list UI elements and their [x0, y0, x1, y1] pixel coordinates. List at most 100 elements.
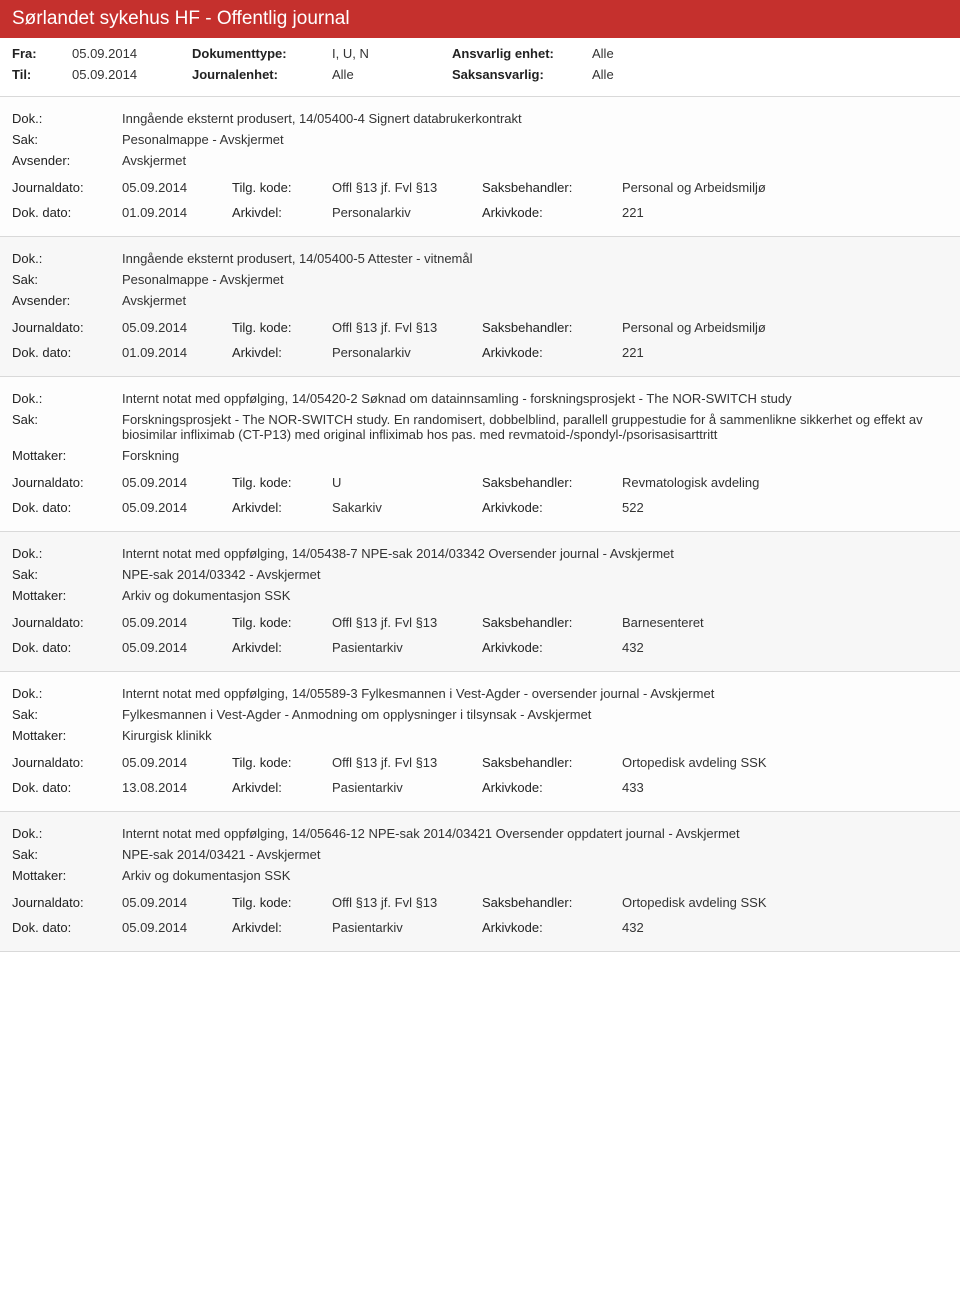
value-journalenhet: Alle: [332, 67, 452, 82]
label-party: Avsender:: [12, 293, 122, 308]
label-journaldato: Journaldato:: [12, 615, 122, 630]
value-saksbehandler: Ortopedisk avdeling SSK: [622, 755, 948, 770]
value-party: Arkiv og dokumentasjon SSK: [122, 588, 948, 603]
label-dok: Dok.:: [12, 111, 122, 126]
label-fra: Fra:: [12, 46, 72, 61]
value-ansvarlig-enhet: Alle: [592, 46, 772, 61]
label-tilg-kode: Tilg. kode:: [232, 475, 332, 490]
value-party: Arkiv og dokumentasjon SSK: [122, 868, 948, 883]
value-saksbehandler: Personal og Arbeidsmiljø: [622, 180, 948, 195]
label-journaldato: Journaldato:: [12, 180, 122, 195]
value-dok: Internt notat med oppfølging, 14/05420-2…: [122, 391, 948, 406]
label-dok-dato: Dok. dato:: [12, 920, 122, 935]
label-party: Mottaker:: [12, 868, 122, 883]
label-arkivdel: Arkivdel:: [232, 205, 332, 220]
value-fra: 05.09.2014: [72, 46, 192, 61]
entries-list: Dok.: Inngående eksternt produsert, 14/0…: [0, 97, 960, 952]
label-til: Til:: [12, 67, 72, 82]
page-header: Sørlandet sykehus HF - Offentlig journal: [0, 0, 960, 38]
header-title: Sørlandet sykehus HF - Offentlig journal: [12, 8, 350, 29]
value-party: Forskning: [122, 448, 948, 463]
value-tilg-kode: Offl §13 jf. Fvl §13: [332, 180, 482, 195]
label-tilg-kode: Tilg. kode:: [232, 180, 332, 195]
value-saksbehandler: Ortopedisk avdeling SSK: [622, 895, 948, 910]
label-sak: Sak:: [12, 567, 122, 582]
value-dok: Internt notat med oppfølging, 14/05646-1…: [122, 826, 948, 841]
value-tilg-kode: Offl §13 jf. Fvl §13: [332, 320, 482, 335]
value-arkivdel: Pasientarkiv: [332, 640, 482, 655]
journal-entry: Dok.: Internt notat med oppfølging, 14/0…: [0, 377, 960, 532]
value-sak: Fylkesmannen i Vest-Agder - Anmodning om…: [122, 707, 948, 722]
label-arkivdel: Arkivdel:: [232, 345, 332, 360]
value-arkivdel: Personalarkiv: [332, 345, 482, 360]
label-arkivkode: Arkivkode:: [482, 780, 622, 795]
label-party: Mottaker:: [12, 448, 122, 463]
value-arkivkode: 522: [622, 500, 948, 515]
journal-entry: Dok.: Inngående eksternt produsert, 14/0…: [0, 97, 960, 237]
label-dok-dato: Dok. dato:: [12, 205, 122, 220]
label-tilg-kode: Tilg. kode:: [232, 615, 332, 630]
filter-bar: Fra: 05.09.2014 Dokumenttype: I, U, N An…: [0, 38, 960, 97]
label-arkivkode: Arkivkode:: [482, 640, 622, 655]
value-saksbehandler: Personal og Arbeidsmiljø: [622, 320, 948, 335]
label-dok-dato: Dok. dato:: [12, 640, 122, 655]
label-journaldato: Journaldato:: [12, 895, 122, 910]
value-journaldato: 05.09.2014: [122, 615, 232, 630]
value-tilg-kode: Offl §13 jf. Fvl §13: [332, 755, 482, 770]
value-party: Kirurgisk klinikk: [122, 728, 948, 743]
label-saksbehandler: Saksbehandler:: [482, 755, 622, 770]
label-ansvarlig-enhet: Ansvarlig enhet:: [452, 46, 592, 61]
value-arkivdel: Sakarkiv: [332, 500, 482, 515]
value-dok-dato: 01.09.2014: [122, 345, 232, 360]
label-dok-dato: Dok. dato:: [12, 500, 122, 515]
label-dok-dato: Dok. dato:: [12, 780, 122, 795]
label-arkivkode: Arkivkode:: [482, 205, 622, 220]
label-journalenhet: Journalenhet:: [192, 67, 332, 82]
label-arkivdel: Arkivdel:: [232, 780, 332, 795]
journal-entry: Dok.: Internt notat med oppfølging, 14/0…: [0, 672, 960, 812]
value-tilg-kode: Offl §13 jf. Fvl §13: [332, 615, 482, 630]
label-tilg-kode: Tilg. kode:: [232, 320, 332, 335]
label-saksbehandler: Saksbehandler:: [482, 895, 622, 910]
label-arkivdel: Arkivdel:: [232, 920, 332, 935]
label-saksbehandler: Saksbehandler:: [482, 320, 622, 335]
value-dok-dato: 05.09.2014: [122, 920, 232, 935]
value-dok-dato: 05.09.2014: [122, 500, 232, 515]
label-journaldato: Journaldato:: [12, 475, 122, 490]
label-dokumenttype: Dokumenttype:: [192, 46, 332, 61]
label-dok: Dok.:: [12, 251, 122, 266]
label-party: Mottaker:: [12, 728, 122, 743]
value-journaldato: 05.09.2014: [122, 895, 232, 910]
value-party: Avskjermet: [122, 293, 948, 308]
label-sak: Sak:: [12, 707, 122, 722]
label-sak: Sak:: [12, 132, 122, 147]
label-sak: Sak:: [12, 412, 122, 427]
value-journaldato: 05.09.2014: [122, 475, 232, 490]
label-arkivkode: Arkivkode:: [482, 500, 622, 515]
value-tilg-kode: U: [332, 475, 482, 490]
value-dokumenttype: I, U, N: [332, 46, 452, 61]
value-arkivkode: 433: [622, 780, 948, 795]
label-saksbehandler: Saksbehandler:: [482, 180, 622, 195]
value-arkivkode: 432: [622, 920, 948, 935]
label-dok: Dok.:: [12, 391, 122, 406]
label-saksbehandler: Saksbehandler:: [482, 475, 622, 490]
label-arkivkode: Arkivkode:: [482, 345, 622, 360]
value-arkivdel: Pasientarkiv: [332, 920, 482, 935]
label-journaldato: Journaldato:: [12, 320, 122, 335]
value-dok-dato: 01.09.2014: [122, 205, 232, 220]
value-dok-dato: 05.09.2014: [122, 640, 232, 655]
label-dok: Dok.:: [12, 686, 122, 701]
label-tilg-kode: Tilg. kode:: [232, 895, 332, 910]
value-saksansvarlig: Alle: [592, 67, 772, 82]
value-journaldato: 05.09.2014: [122, 755, 232, 770]
value-sak: Pesonalmappe - Avskjermet: [122, 272, 948, 287]
value-saksbehandler: Barnesenteret: [622, 615, 948, 630]
value-dok: Internt notat med oppfølging, 14/05589-3…: [122, 686, 948, 701]
label-dok-dato: Dok. dato:: [12, 345, 122, 360]
value-saksbehandler: Revmatologisk avdeling: [622, 475, 948, 490]
label-sak: Sak:: [12, 847, 122, 862]
label-sak: Sak:: [12, 272, 122, 287]
label-party: Avsender:: [12, 153, 122, 168]
value-arkivkode: 221: [622, 345, 948, 360]
